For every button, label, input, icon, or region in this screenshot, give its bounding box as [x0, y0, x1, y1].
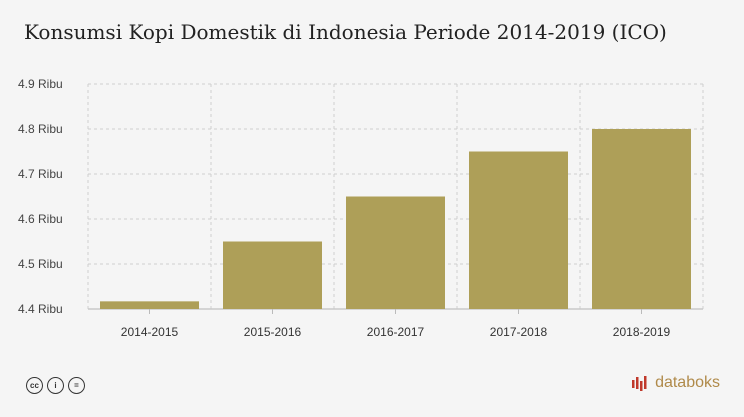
cc-icon: cc: [26, 377, 43, 394]
y-tick-label: 4.8 Ribu: [18, 122, 63, 136]
y-tick-label: 4.4 Ribu: [18, 302, 63, 316]
y-tick-label: 4.9 Ribu: [18, 77, 63, 91]
license-icons: cc i =: [26, 377, 85, 394]
x-tick-label: 2015-2016: [244, 325, 302, 339]
x-tick-label: 2017-2018: [490, 325, 548, 339]
y-tick-label: 4.7 Ribu: [18, 167, 63, 181]
y-tick-label: 4.6 Ribu: [18, 212, 63, 226]
bar[interactable]: [346, 196, 445, 310]
x-tick-label: 2016-2017: [367, 325, 425, 339]
bar[interactable]: [100, 301, 199, 309]
brand-name: databoks: [655, 374, 720, 391]
bar[interactable]: [592, 129, 691, 309]
x-tick-label: 2018-2019: [613, 325, 671, 339]
y-tick-label: 4.5 Ribu: [18, 257, 63, 271]
databoks-logo-icon: [632, 376, 647, 391]
brand-logo[interactable]: databoks: [631, 374, 720, 392]
equal-icon: =: [68, 377, 85, 394]
chart-title: Konsumsi Kopi Domestik di Indonesia Peri…: [24, 20, 667, 44]
person-icon: i: [47, 377, 64, 394]
x-tick-label: 2014-2015: [121, 325, 179, 339]
bar[interactable]: [223, 241, 322, 310]
bar[interactable]: [469, 151, 568, 310]
